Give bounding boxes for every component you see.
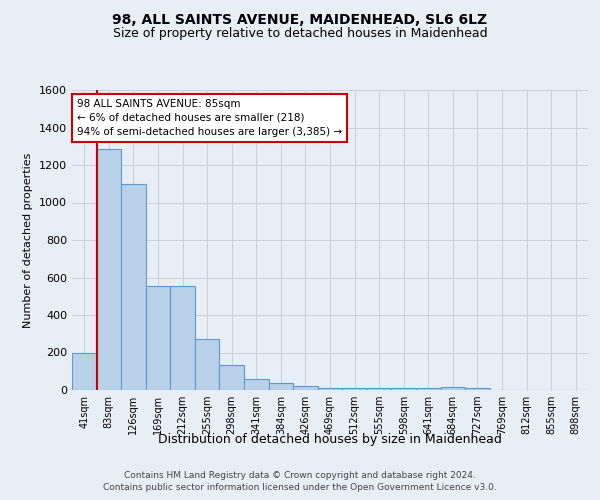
Y-axis label: Number of detached properties: Number of detached properties: [23, 152, 34, 328]
Bar: [465, 388, 490, 390]
Bar: [97, 149, 121, 390]
Text: Distribution of detached houses by size in Maidenhead: Distribution of detached houses by size …: [158, 432, 502, 446]
Bar: [146, 286, 170, 390]
Bar: [170, 286, 195, 390]
Bar: [342, 388, 367, 390]
Text: Size of property relative to detached houses in Maidenhead: Size of property relative to detached ho…: [113, 28, 487, 40]
Bar: [244, 379, 269, 390]
Bar: [391, 388, 416, 390]
Text: 98, ALL SAINTS AVENUE, MAIDENHEAD, SL6 6LZ: 98, ALL SAINTS AVENUE, MAIDENHEAD, SL6 6…: [112, 12, 488, 26]
Bar: [367, 388, 391, 390]
Bar: [318, 388, 342, 390]
Text: 98 ALL SAINTS AVENUE: 85sqm
← 6% of detached houses are smaller (218)
94% of sem: 98 ALL SAINTS AVENUE: 85sqm ← 6% of deta…: [77, 99, 342, 137]
Bar: [440, 387, 465, 390]
Bar: [293, 386, 318, 390]
Bar: [416, 388, 440, 390]
Text: Contains HM Land Registry data © Crown copyright and database right 2024.: Contains HM Land Registry data © Crown c…: [124, 471, 476, 480]
Bar: [195, 340, 220, 390]
Bar: [220, 364, 244, 390]
Bar: [72, 353, 97, 390]
Bar: [269, 384, 293, 390]
Text: Contains public sector information licensed under the Open Government Licence v3: Contains public sector information licen…: [103, 484, 497, 492]
Bar: [121, 184, 146, 390]
